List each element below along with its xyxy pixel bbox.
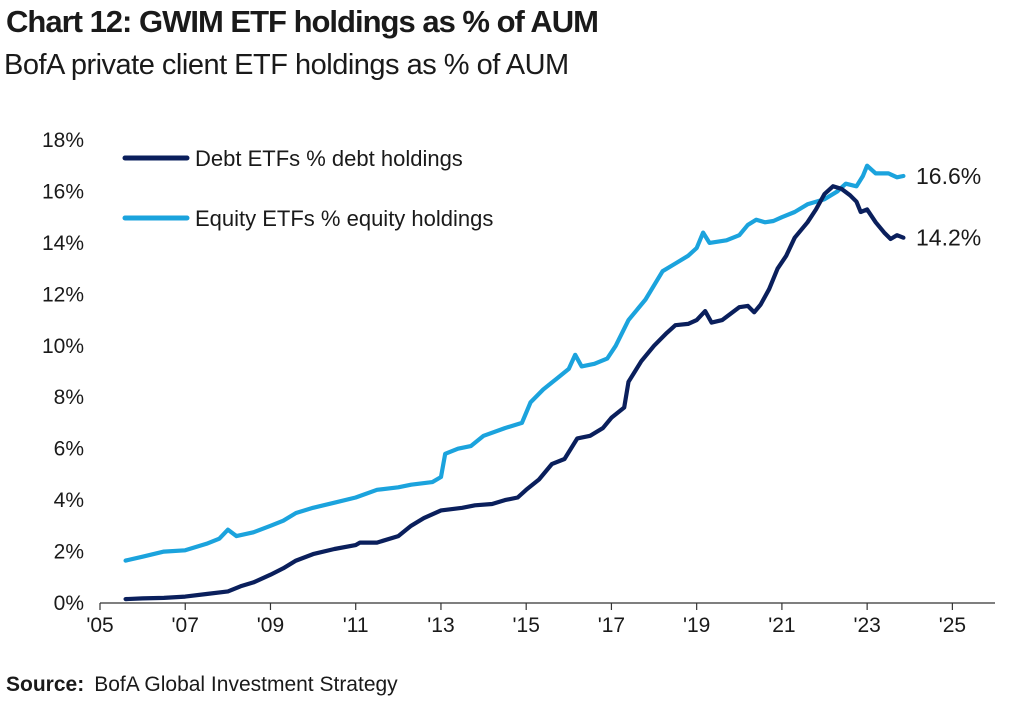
end-value-label-0: 14.2% (916, 225, 981, 251)
y-tick-label: 2% (54, 541, 84, 564)
x-tick-label: '11 (343, 614, 369, 637)
x-tick-label: '21 (768, 614, 795, 637)
chart-subtitle: BofA private client ETF holdings as % of… (4, 49, 569, 81)
legend-label-1: Equity ETFs % equity holdings (195, 206, 493, 231)
y-tick-label: 0% (54, 592, 84, 615)
series-line-1 (123, 163, 906, 563)
x-tick-label: '25 (939, 614, 966, 637)
y-tick-label: 16% (42, 180, 84, 203)
y-tick-label: 18% (42, 129, 84, 152)
source-label: Source: (6, 673, 85, 696)
x-tick-label: '19 (683, 614, 710, 637)
x-tick-label: '07 (172, 614, 199, 637)
y-tick-label: 14% (42, 232, 84, 255)
end-labels: 14.2% 16.6% (916, 163, 981, 251)
x-tick-label: '05 (86, 614, 113, 637)
y-tick-label: 4% (54, 489, 84, 512)
chart-title: Chart 12: GWIM ETF holdings as % of AUM (6, 4, 599, 39)
series-lines (123, 163, 906, 602)
axes: 0% 2% 4% 6% 8% 10% 12% 14% 16% 18% '05 '07 '09 '11 '13… (42, 129, 995, 637)
end-value-label-1: 16.6% (916, 163, 981, 189)
y-tick-label: 6% (54, 438, 84, 461)
y-tick-label: 10% (42, 335, 84, 358)
x-tick-label: '15 (513, 614, 540, 637)
y-tick-label: 8% (54, 386, 84, 409)
x-tick-label: '13 (427, 614, 454, 637)
x-tick-label: '09 (257, 614, 284, 637)
legend: Debt ETFs % debt holdings Equity ETFs % e… (122, 146, 493, 231)
x-tick-label: '23 (853, 614, 880, 637)
series-line-0 (123, 184, 906, 602)
source-note: Source: BofA Global Investment Strategy (6, 673, 398, 697)
y-tick-label: 12% (42, 283, 84, 306)
source-text: BofA Global Investment Strategy (94, 673, 398, 696)
x-tick-label: '17 (598, 614, 625, 637)
legend-label-0: Debt ETFs % debt holdings (195, 146, 463, 171)
